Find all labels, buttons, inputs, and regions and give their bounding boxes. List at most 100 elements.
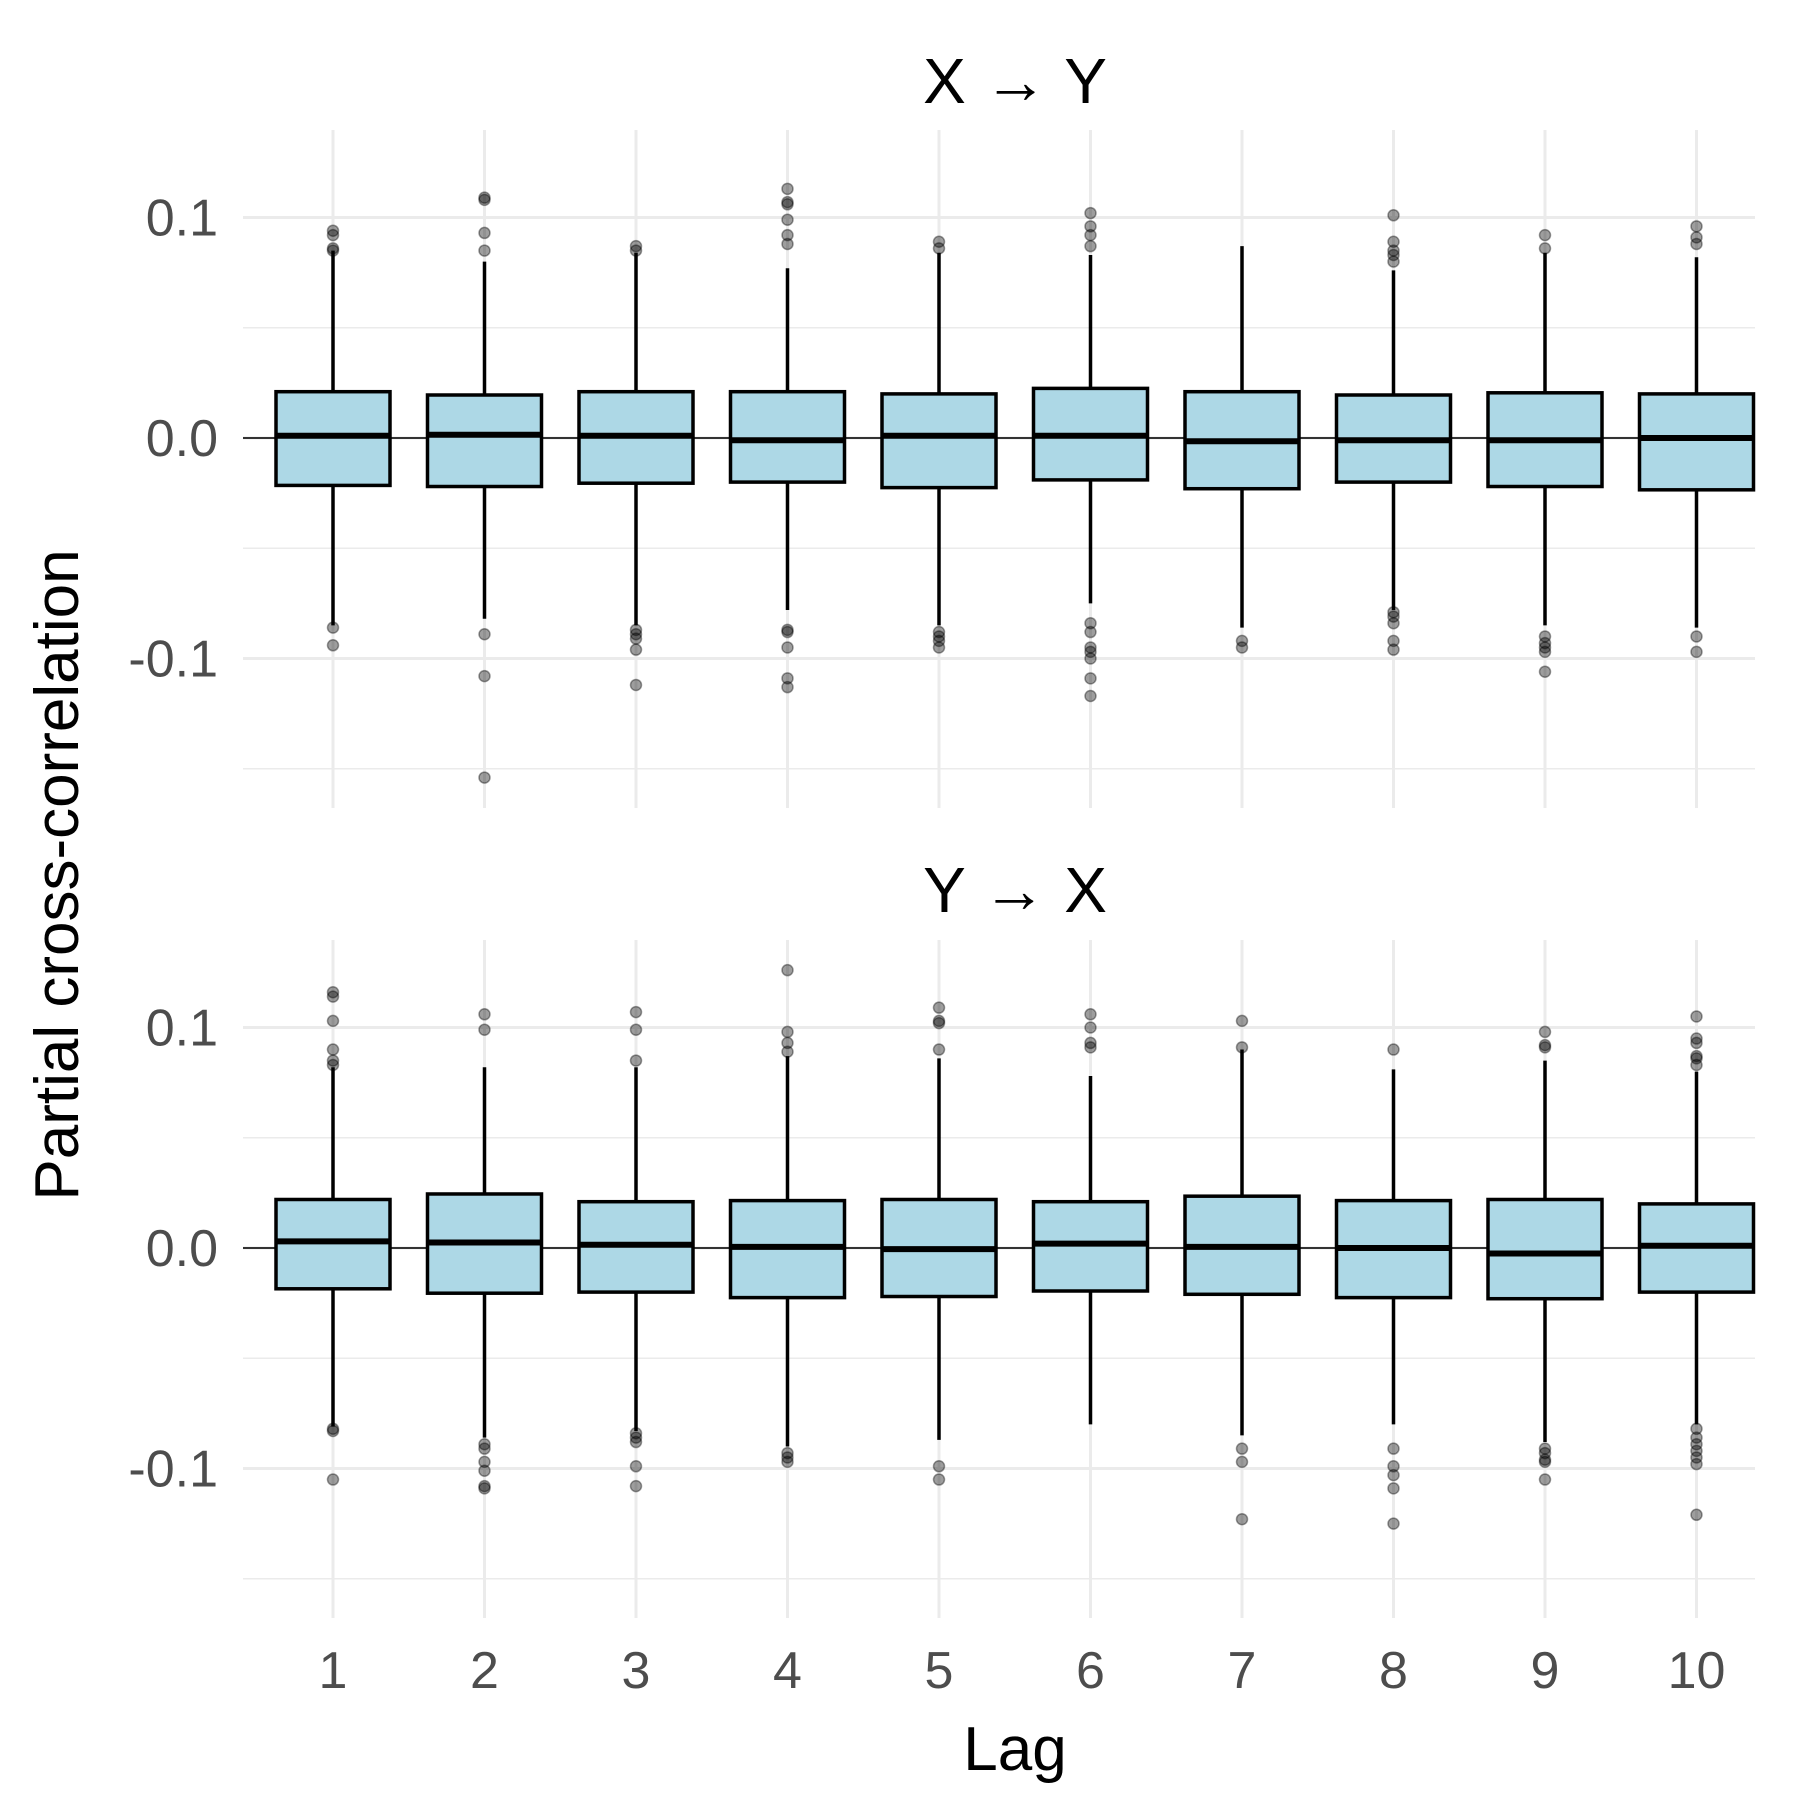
outlier-point xyxy=(1690,1451,1703,1464)
outlier-point xyxy=(478,669,491,683)
outlier-point xyxy=(1690,1049,1703,1063)
outlier-point xyxy=(326,224,340,237)
outlier-point xyxy=(1690,1010,1703,1023)
outlier-point xyxy=(781,625,794,639)
outlier-point xyxy=(1690,220,1703,233)
outlier-point xyxy=(1690,645,1703,659)
outlier-point xyxy=(1084,228,1097,242)
outlier-point xyxy=(326,621,340,634)
outlier-point xyxy=(629,1479,643,1493)
x-tick-label: 6 xyxy=(1076,1642,1105,1700)
outlier-point xyxy=(1084,1041,1097,1054)
y-tick-label: 0.0 xyxy=(146,1220,218,1278)
outlier-point xyxy=(1084,652,1097,665)
outlier-point xyxy=(478,1455,491,1469)
outlier-point xyxy=(1538,1455,1552,1469)
outlier-point xyxy=(1387,244,1400,257)
outlier-point xyxy=(1084,625,1097,639)
box-lag-4 xyxy=(728,182,847,694)
outlier-point xyxy=(629,1054,643,1067)
outlier-point xyxy=(1690,1032,1703,1045)
outlier-point xyxy=(1538,641,1552,654)
panels: -0.1 0.0 0.1 X → Y -0.1 0.0 0.1 Y → X xyxy=(128,45,1756,1618)
outlier-point xyxy=(1387,248,1400,262)
iqr-box xyxy=(880,392,998,490)
outlier-point xyxy=(629,244,643,257)
box-lag-2 xyxy=(425,1008,544,1495)
outlier-point xyxy=(478,1008,491,1021)
y-tick-label: -0.1 xyxy=(128,631,218,689)
outlier-point xyxy=(629,632,643,645)
iqr-box xyxy=(728,389,847,484)
x-tick-label: 10 xyxy=(1668,1642,1726,1700)
x-tick-label: 8 xyxy=(1379,1642,1408,1700)
box-lag-1 xyxy=(274,224,392,652)
outlier-point xyxy=(1538,242,1552,255)
outlier-point xyxy=(1538,1446,1552,1460)
outlier-point xyxy=(781,228,794,242)
box-lag-3 xyxy=(577,239,695,692)
outlier-point xyxy=(781,237,794,251)
outlier-point xyxy=(932,1014,946,1028)
outlier-point xyxy=(1084,645,1097,659)
panel-title: Y → X xyxy=(923,854,1107,926)
outlier-point xyxy=(1690,1444,1703,1458)
outlier-point xyxy=(1235,1442,1249,1455)
box-lag-5 xyxy=(880,1001,998,1486)
outlier-point xyxy=(1387,605,1400,619)
box-lag-7 xyxy=(1183,1014,1301,1526)
outlier-point xyxy=(1690,630,1703,643)
box-lag-1 xyxy=(274,985,392,1486)
outlier-point xyxy=(1538,1041,1552,1054)
outlier-point xyxy=(478,193,491,207)
panel-1: -0.1 0.0 0.1 X → Y xyxy=(128,45,1756,808)
outlier-point xyxy=(1235,634,1249,648)
outlier-point xyxy=(1538,1453,1552,1466)
outlier-point xyxy=(478,1023,491,1036)
outlier-point xyxy=(1235,641,1249,654)
outlier-point xyxy=(1387,1460,1400,1473)
iqr-box xyxy=(1637,392,1756,492)
outlier-point xyxy=(781,963,794,977)
outlier-point xyxy=(1387,634,1400,648)
outlier-point xyxy=(781,1451,794,1464)
outlier-point xyxy=(629,1023,643,1036)
outlier-point xyxy=(932,1016,946,1030)
outlier-point xyxy=(781,1455,794,1469)
outlier-point xyxy=(326,1054,340,1067)
outlier-point xyxy=(629,1435,643,1449)
outlier-point xyxy=(1387,1482,1400,1495)
panel-title: X → Y xyxy=(923,45,1107,117)
y-tick-label: 0.1 xyxy=(146,190,218,248)
outlier-point xyxy=(1084,239,1097,253)
outlier-point xyxy=(1387,1468,1400,1482)
box-lag-10 xyxy=(1637,1010,1756,1522)
outlier-point xyxy=(781,195,794,209)
x-tick-label: 9 xyxy=(1531,1642,1560,1700)
outlier-point xyxy=(1084,206,1097,220)
outlier-point xyxy=(326,1043,340,1056)
outlier-point xyxy=(629,643,643,656)
x-tick-label: 2 xyxy=(470,1642,499,1700)
outlier-point xyxy=(1690,231,1703,244)
outlier-point xyxy=(932,242,946,255)
outlier-point xyxy=(781,1045,794,1059)
outlier-point xyxy=(932,1473,946,1486)
outlier-point xyxy=(629,1005,643,1019)
outlier-point xyxy=(1538,228,1552,242)
outlier-point xyxy=(932,1460,946,1473)
outlier-point xyxy=(629,1431,643,1444)
outlier-point xyxy=(781,672,794,685)
outlier-point xyxy=(781,198,794,211)
x-tick-labels: 1 2 3 4 5 6 7 8 9 10 xyxy=(319,1642,1726,1700)
outlier-point xyxy=(1387,209,1400,222)
outlier-point xyxy=(1690,237,1703,251)
outlier-point xyxy=(326,1014,340,1028)
outlier-point xyxy=(932,1043,946,1056)
outlier-point xyxy=(1538,1473,1552,1486)
box-lag-8 xyxy=(1334,1043,1453,1530)
outlier-point xyxy=(1084,616,1097,630)
x-tick-label: 5 xyxy=(925,1642,954,1700)
outlier-point xyxy=(1690,1058,1703,1072)
outlier-point xyxy=(1235,1041,1249,1054)
